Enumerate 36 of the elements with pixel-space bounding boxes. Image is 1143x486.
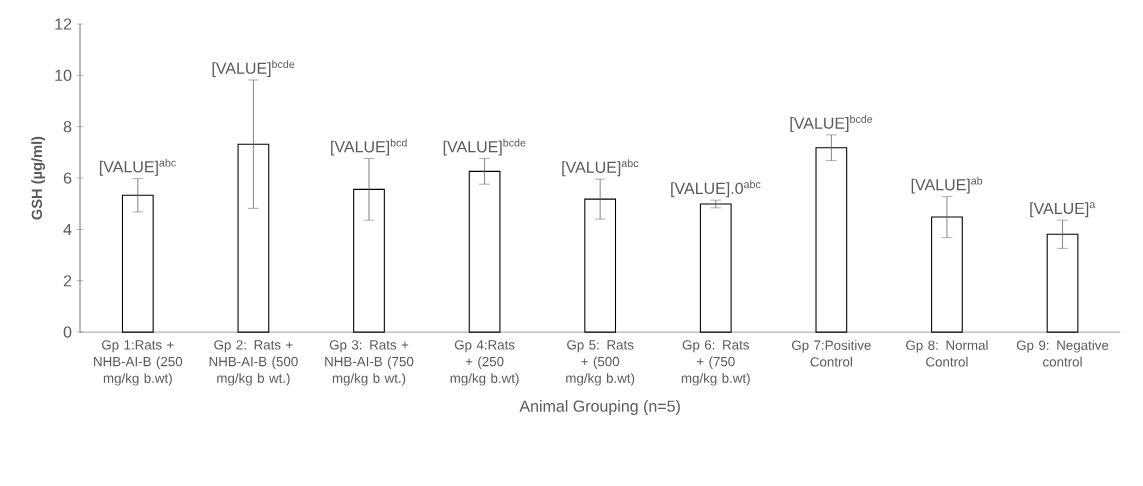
bar bbox=[237, 143, 270, 333]
y-tick-label: 2 bbox=[63, 275, 72, 287]
y-tick-label: 8 bbox=[63, 120, 72, 133]
bar bbox=[1046, 233, 1079, 333]
annotation: [VALUE]$^{bcd}$ bbox=[331, 138, 407, 156]
annotation: [VALUE]$^{abc}$ bbox=[562, 159, 639, 177]
bar bbox=[468, 170, 501, 333]
x-tick-label: Gp 6: Rats + (750 mg/kg b.wt) bbox=[681, 340, 750, 386]
x-axis-title: Animal Grouping (n=5) bbox=[519, 400, 680, 415]
annotation: [VALUE]$^{abc}$ bbox=[99, 158, 176, 176]
x-tick-label: Gp 7:Positive Control bbox=[791, 340, 871, 367]
annotation: [VALUE]$^{bcde}$ bbox=[443, 138, 526, 156]
bar bbox=[699, 203, 732, 333]
x-tick-label: Gp 2: Rats + NHB-AI-B (500 mg/kg b wt.) bbox=[209, 340, 298, 386]
bar bbox=[931, 216, 963, 333]
annotation: [VALUE].0$^{abc}$ bbox=[671, 180, 761, 198]
bar bbox=[121, 194, 154, 333]
annotation: [VALUE]$^{a}$ bbox=[1030, 202, 1096, 218]
annotation: [VALUE]$^{ab}$ bbox=[911, 176, 983, 194]
x-tick-label: Gp 1:Rats + NHB-AI-B (250 mg/kg b.wt) bbox=[94, 340, 183, 386]
y-tick-label: 4 bbox=[63, 223, 72, 235]
x-tick-label: Gp 5: Rats + (500 mg/kg b.wt) bbox=[566, 340, 635, 386]
annotation: [VALUE]$^{bcde}$ bbox=[212, 60, 295, 77]
annotation: [VALUE]$^{bcde}$ bbox=[790, 115, 873, 132]
y-tick-label: 10 bbox=[55, 69, 72, 81]
y-tick-label: 6 bbox=[63, 172, 72, 184]
y-tick-label: 0 bbox=[63, 326, 72, 338]
y-axis-title: GSH (µg/ml) bbox=[31, 136, 46, 220]
x-tick-label: Gp 4:Rats + (250 mg/kg b.wt) bbox=[450, 340, 519, 386]
y-tick-label: 12 bbox=[55, 18, 72, 30]
x-tick-label: Gp 3: Rats + NHB-AI-B (750 mg/kg b wt.) bbox=[325, 340, 414, 386]
bar bbox=[815, 147, 848, 333]
x-tick-label: Gp 8: Normal Control bbox=[906, 340, 988, 367]
bar bbox=[353, 188, 385, 333]
bar bbox=[584, 198, 617, 333]
x-tick-label: Gp 9: Negative control bbox=[1016, 340, 1109, 367]
